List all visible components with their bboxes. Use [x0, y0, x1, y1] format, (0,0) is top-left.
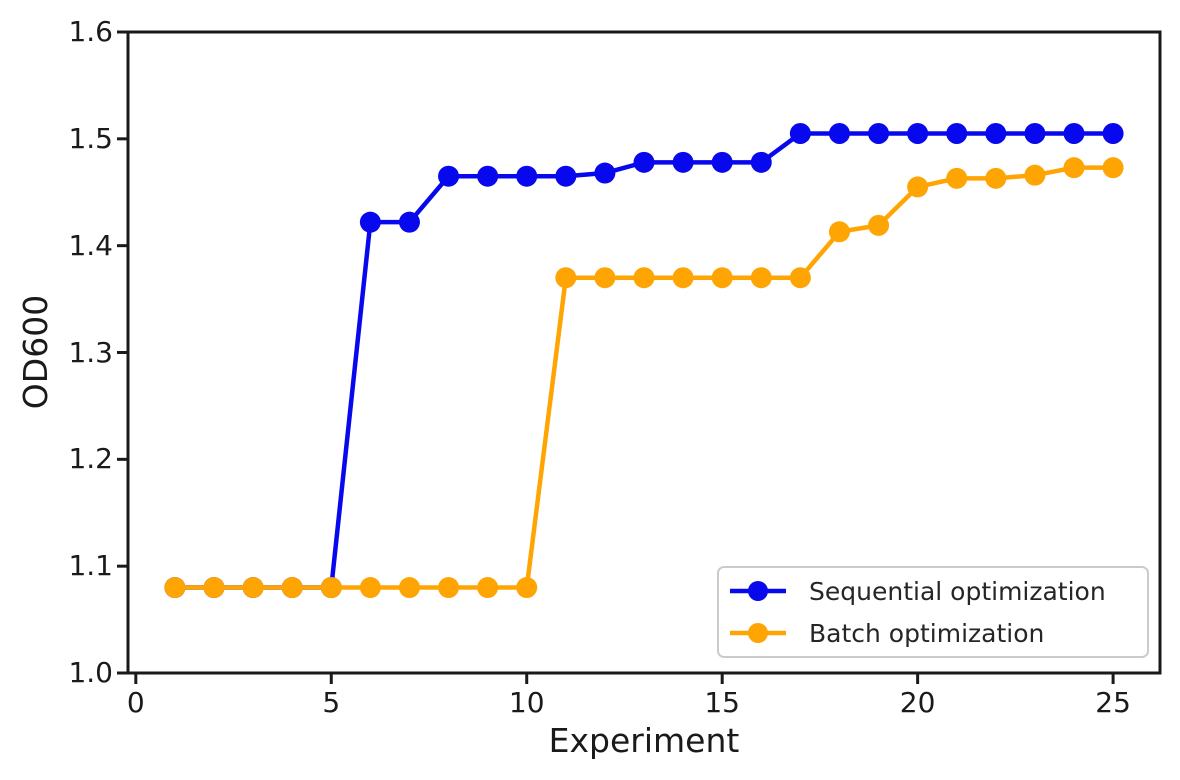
data-point-batch — [594, 267, 616, 289]
y-axis-label: OD600 — [16, 294, 55, 410]
x-axis-label: Experiment — [548, 721, 740, 760]
data-point-sequential — [1102, 122, 1124, 144]
data-point-sequential — [633, 151, 655, 173]
legend-marker-batch-icon — [730, 623, 786, 643]
legend-label-sequential: Sequential optimization — [809, 576, 1106, 606]
legend-label-batch: Batch optimization — [809, 618, 1045, 648]
data-point-batch — [828, 221, 850, 243]
data-point-batch — [1102, 157, 1124, 179]
data-point-sequential — [750, 151, 772, 173]
y-tick-label: 1.4 — [68, 228, 113, 262]
data-point-sequential — [1024, 122, 1046, 144]
data-point-batch — [281, 577, 303, 599]
data-point-batch — [672, 267, 694, 289]
data-point-sequential — [594, 162, 616, 184]
x-tick-label: 15 — [704, 686, 740, 719]
data-point-sequential — [398, 211, 420, 233]
data-point-sequential — [789, 122, 811, 144]
x-tick-label: 25 — [1095, 686, 1131, 719]
y-tick-label: 1.1 — [68, 549, 113, 583]
data-point-batch — [516, 577, 538, 599]
x-tick-label: 20 — [899, 686, 936, 719]
data-point-sequential — [868, 122, 890, 144]
data-point-batch — [203, 577, 225, 599]
data-point-sequential — [1063, 122, 1085, 144]
y-tick-label: 1.5 — [68, 121, 113, 155]
legend: Sequential optimization Batch optimizati… — [717, 566, 1149, 658]
data-point-batch — [438, 577, 460, 599]
data-point-sequential — [516, 165, 538, 187]
y-tick-label: 1.0 — [68, 656, 113, 689]
data-point-sequential — [477, 165, 499, 187]
x-tick-label: 5 — [322, 686, 341, 719]
legend-marker-sequential-icon — [730, 581, 786, 601]
data-point-batch — [985, 167, 1007, 189]
data-point-batch — [907, 176, 929, 198]
data-point-batch — [711, 267, 733, 289]
data-point-sequential — [672, 151, 694, 173]
x-tick-label: 0 — [126, 686, 145, 719]
legend-item-batch: Batch optimization — [727, 612, 1147, 654]
series-line-batch — [174, 165, 1114, 590]
data-point-batch — [1024, 164, 1046, 186]
y-tick-label: 1.2 — [68, 442, 113, 476]
data-point-batch — [320, 577, 342, 599]
data-point-batch — [164, 577, 186, 599]
data-point-batch — [868, 214, 890, 236]
data-point-batch — [789, 267, 811, 289]
data-point-batch — [1063, 157, 1085, 179]
data-point-sequential — [711, 151, 733, 173]
data-point-batch — [633, 267, 655, 289]
data-point-sequential — [985, 122, 1007, 144]
data-point-sequential — [438, 165, 460, 187]
data-point-batch — [398, 577, 420, 599]
y-tick-label: 1.6 — [68, 15, 113, 48]
data-point-batch — [242, 577, 264, 599]
data-point-batch — [555, 267, 577, 289]
series-line-sequential — [174, 131, 1114, 590]
data-point-batch — [359, 577, 381, 599]
data-point-sequential — [946, 122, 968, 144]
y-tick-label: 1.3 — [68, 335, 113, 369]
x-tick-label: 10 — [508, 686, 545, 719]
data-point-batch — [477, 577, 499, 599]
data-point-batch — [946, 167, 968, 189]
data-point-sequential — [359, 211, 381, 233]
data-point-sequential — [828, 122, 850, 144]
data-point-sequential — [907, 122, 929, 144]
legend-item-sequential: Sequential optimization — [727, 570, 1147, 612]
data-point-sequential — [555, 165, 577, 187]
data-point-batch — [750, 267, 772, 289]
